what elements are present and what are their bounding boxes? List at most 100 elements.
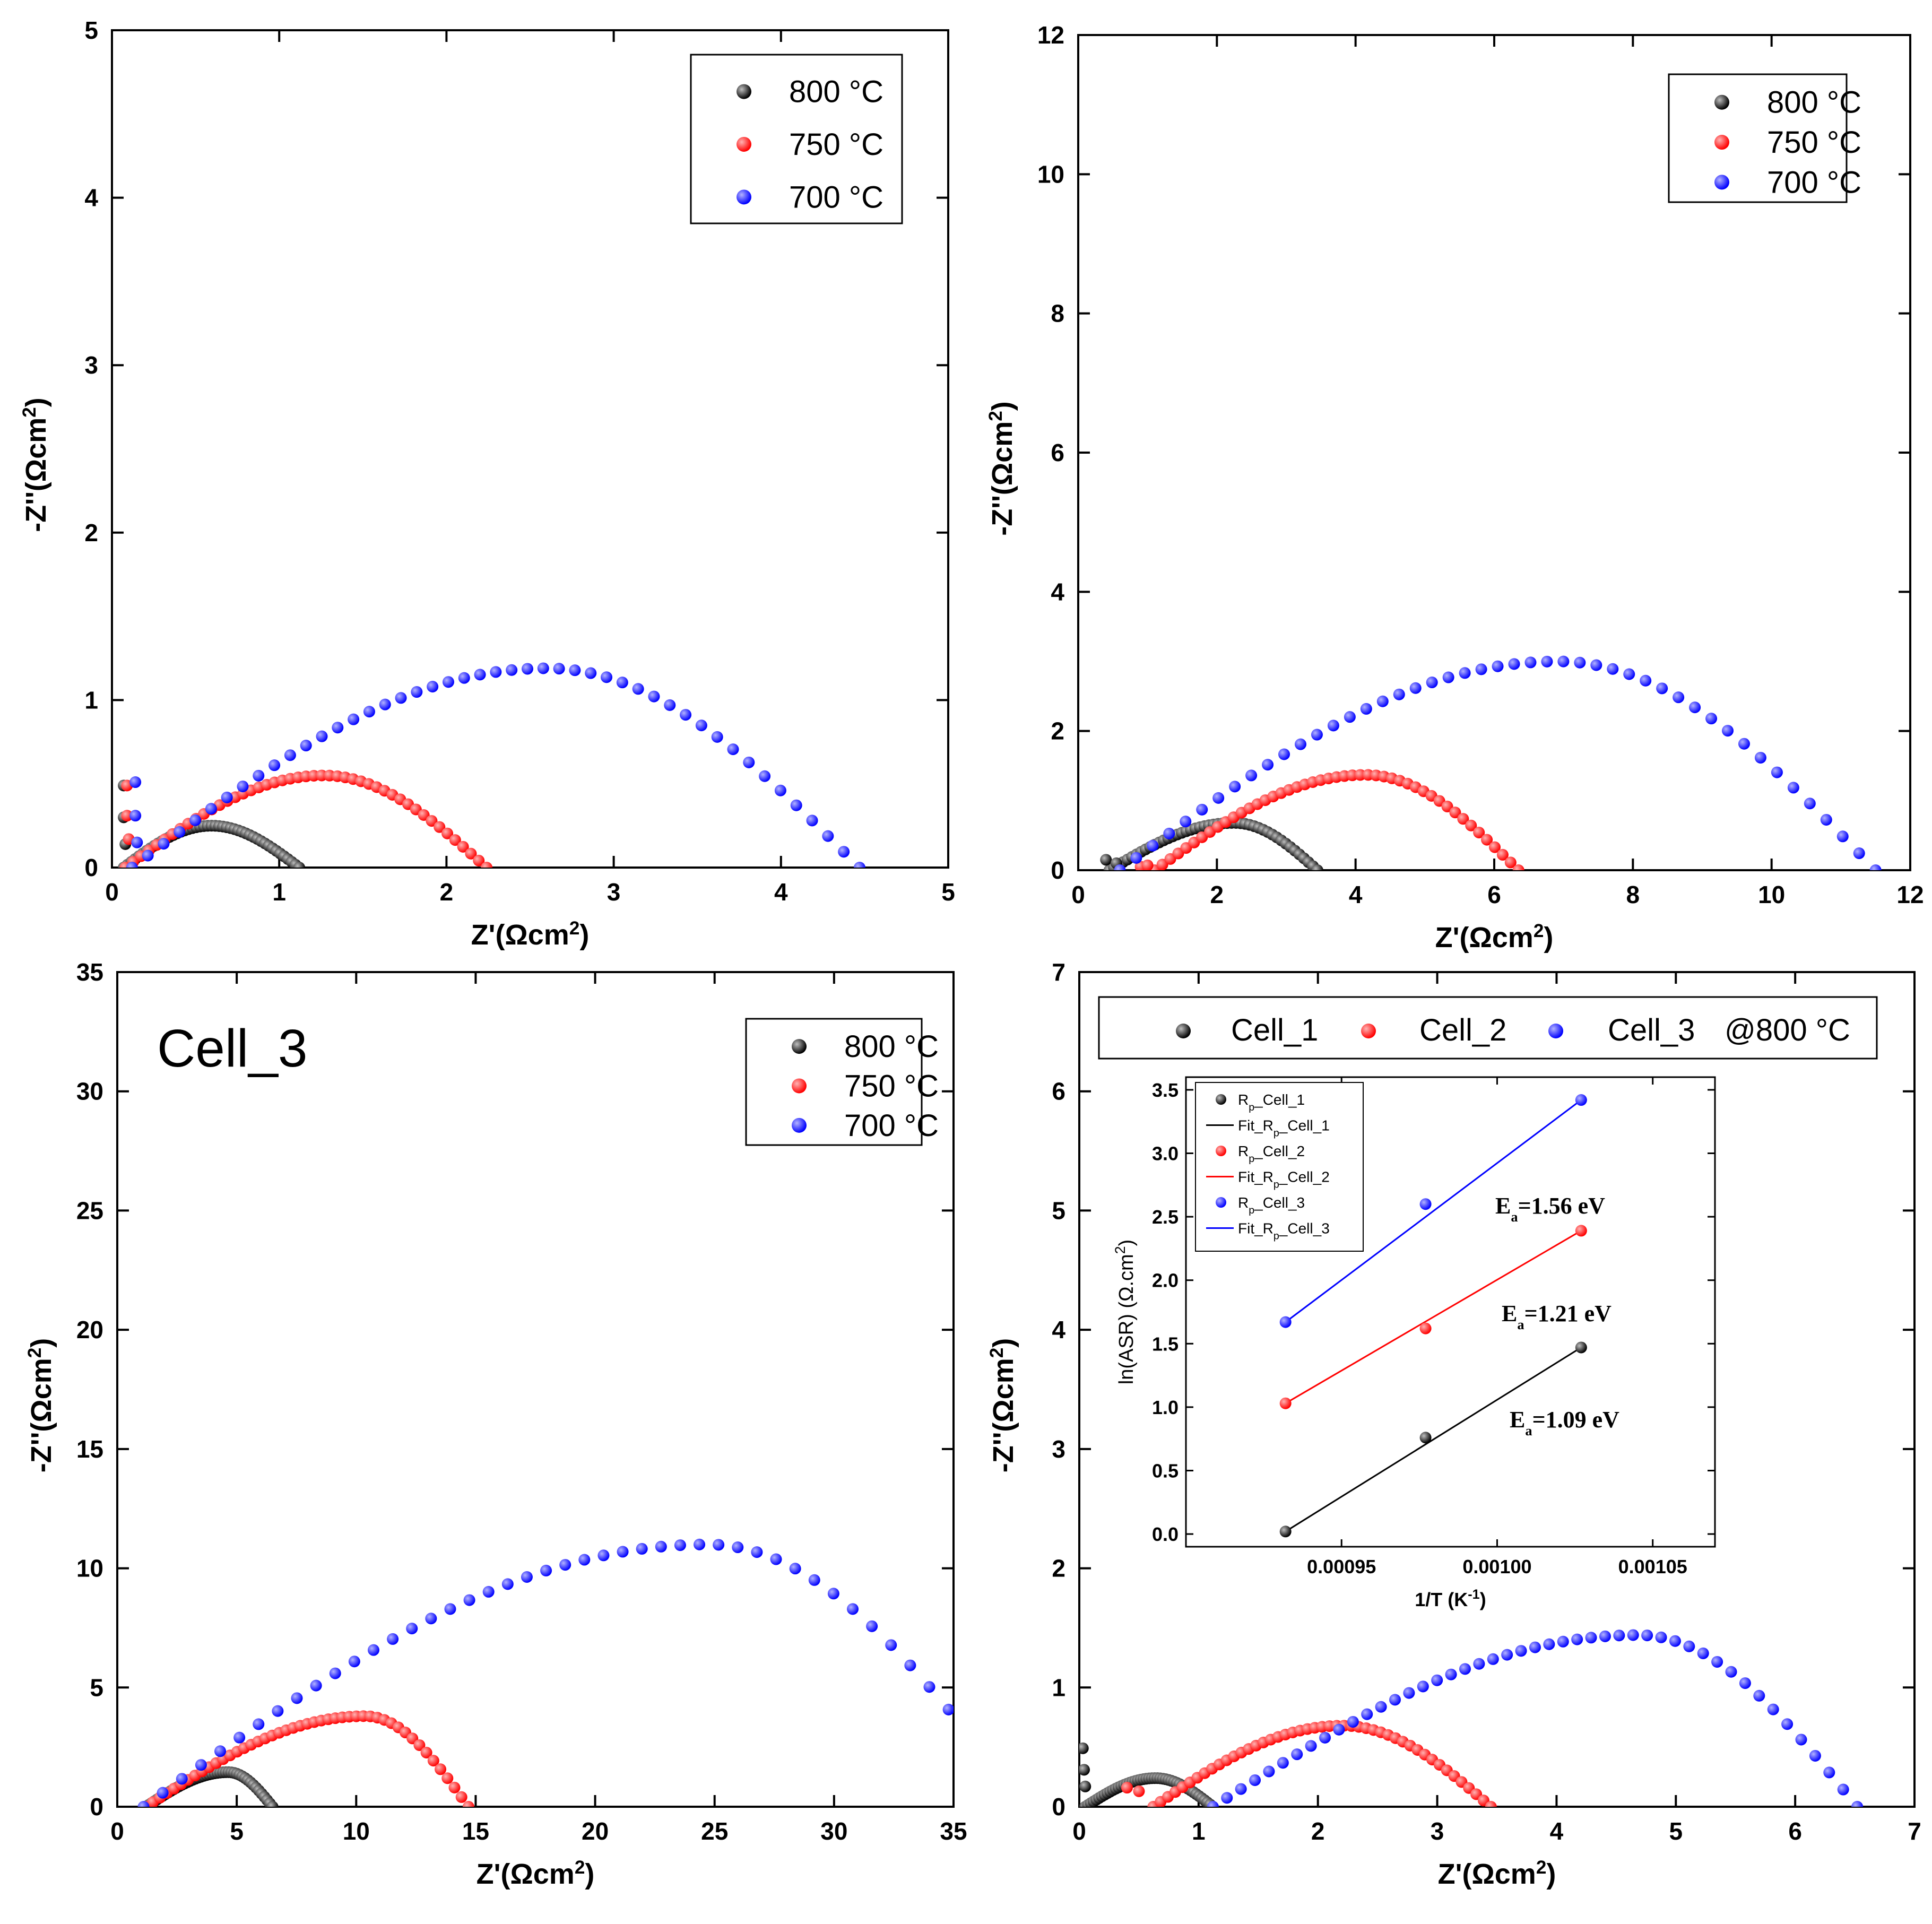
data-point <box>425 1613 437 1625</box>
series-1 <box>1100 817 1323 870</box>
legend-marker <box>792 1078 807 1094</box>
data-point <box>1771 766 1783 778</box>
data-point <box>1426 677 1438 689</box>
data-point <box>427 1755 439 1767</box>
inset-legend-box <box>1195 1082 1364 1252</box>
data-point <box>1114 864 1126 870</box>
data-point <box>942 1703 954 1715</box>
series-2 <box>1121 1720 1497 1807</box>
data-point <box>284 749 296 761</box>
data-point <box>348 713 360 725</box>
x-axis-label: Z'(Ωcm2) <box>471 918 590 951</box>
data-point <box>1585 1632 1597 1644</box>
data-point <box>1607 663 1619 675</box>
data-point <box>1196 803 1208 816</box>
data-point <box>121 810 133 822</box>
data-point <box>1711 1656 1723 1668</box>
data-point <box>457 840 469 853</box>
y-tick-label: 4 <box>1051 578 1064 605</box>
data-point <box>1311 864 1323 870</box>
data-point <box>411 686 423 698</box>
inset-series-1 <box>1279 1341 1587 1538</box>
plot-frame <box>111 29 949 869</box>
data-point <box>759 770 771 782</box>
data-point <box>316 730 328 742</box>
data-point <box>1496 848 1509 861</box>
data-point <box>1459 667 1471 679</box>
data-point <box>578 1554 591 1566</box>
data-point <box>1473 1658 1485 1670</box>
data-point <box>1504 856 1517 869</box>
data-point <box>636 1542 648 1555</box>
data-point <box>1627 1629 1639 1641</box>
series-3 <box>1114 655 1882 870</box>
data-point <box>253 1718 265 1730</box>
data-point <box>1823 1766 1835 1779</box>
data-point <box>237 781 249 793</box>
data-point <box>157 1787 169 1799</box>
legend-box <box>745 1018 923 1146</box>
inset-legend-marker <box>1216 1094 1226 1105</box>
data-point <box>1512 864 1524 870</box>
data-point <box>632 683 644 695</box>
data-point <box>846 1603 859 1615</box>
data-point <box>1133 1785 1145 1797</box>
legend-label: 750 °C <box>1767 125 1861 160</box>
legend-marker <box>737 84 751 99</box>
legend-marker <box>792 1039 807 1054</box>
data-point <box>473 854 485 866</box>
series-2 <box>140 1710 474 1807</box>
data-point <box>233 1731 246 1744</box>
plot-frame <box>1078 971 1916 1808</box>
data-point <box>1262 759 1274 771</box>
y-tick-label: 12 <box>1037 21 1064 49</box>
data-point <box>462 1801 474 1807</box>
legend-box <box>1098 996 1878 1060</box>
data-point <box>904 1659 916 1671</box>
data-point <box>1079 1764 1090 1776</box>
data-point <box>1656 682 1668 695</box>
data-point <box>559 1559 571 1571</box>
x-tick-label: 20 <box>582 1817 609 1845</box>
data-point <box>1311 729 1323 741</box>
data-point <box>1221 1792 1233 1804</box>
y-tick-label: 2 <box>1052 1555 1065 1582</box>
plot-frame <box>116 971 955 1808</box>
x-tick-label: 1 <box>1192 1817 1206 1845</box>
x-tick-label: 4 <box>774 878 788 906</box>
data-point <box>770 1553 782 1565</box>
data-point <box>1445 1668 1457 1680</box>
data-point <box>1079 1780 1091 1792</box>
legend: 800 °C 750 °C 700 °C <box>690 54 903 224</box>
legend-marker <box>1714 135 1729 150</box>
data-point <box>1787 782 1799 794</box>
inset-y-tick-label: 2.5 <box>1152 1206 1179 1228</box>
x-tick-label: 3 <box>607 878 621 906</box>
data-point <box>822 830 834 842</box>
legend: 800 °C 750 °C 700 °C <box>1668 73 1861 203</box>
y-tick-label: 4 <box>84 184 98 212</box>
nyquist-panel-1: 0 1 2 3 4 5 0 1 2 3 4 5 Z'(Ωcm2) -Z''(Ωcm2) 800 °C 750 … <box>19 16 955 951</box>
inset-legend: Rp_Cell_1Fit_Rp_Cell_1Rp_Cell_2Fit_Rp_Ce… <box>1195 1082 1364 1252</box>
x-tick-label: 2 <box>440 878 454 906</box>
data-point <box>348 1656 360 1668</box>
inset-data-point <box>1419 1322 1432 1334</box>
data-point <box>482 1585 495 1598</box>
legend-label: 750 °C <box>844 1069 939 1103</box>
legend-marker <box>1548 1024 1563 1038</box>
data-point <box>648 690 660 703</box>
y-tick-label: 1 <box>1052 1674 1065 1701</box>
data-point <box>1000 1776 1012 1788</box>
data-point <box>441 827 454 839</box>
data-point <box>1319 1731 1331 1744</box>
data-point <box>174 826 186 838</box>
data-point <box>1449 807 1461 819</box>
legend-marker <box>1714 94 1729 110</box>
arrhenius-inset: 0.00095 0.00100 0.00105 0.0 0.5 1.0 1.5 2.0 2.5 3… <box>1112 1076 1716 1610</box>
data-point <box>1121 1782 1133 1794</box>
data-point <box>853 862 865 868</box>
nyquist-panel-4: 0 1 2 3 4 5 6 7 0 1 2 3 4 5 6 7 Z'(Ωcm2) -Z''(Ωcm2) Cell_1… <box>986 958 1921 1890</box>
legend-marker <box>737 136 751 152</box>
data-point <box>1501 1649 1513 1661</box>
legend-box <box>690 54 903 224</box>
